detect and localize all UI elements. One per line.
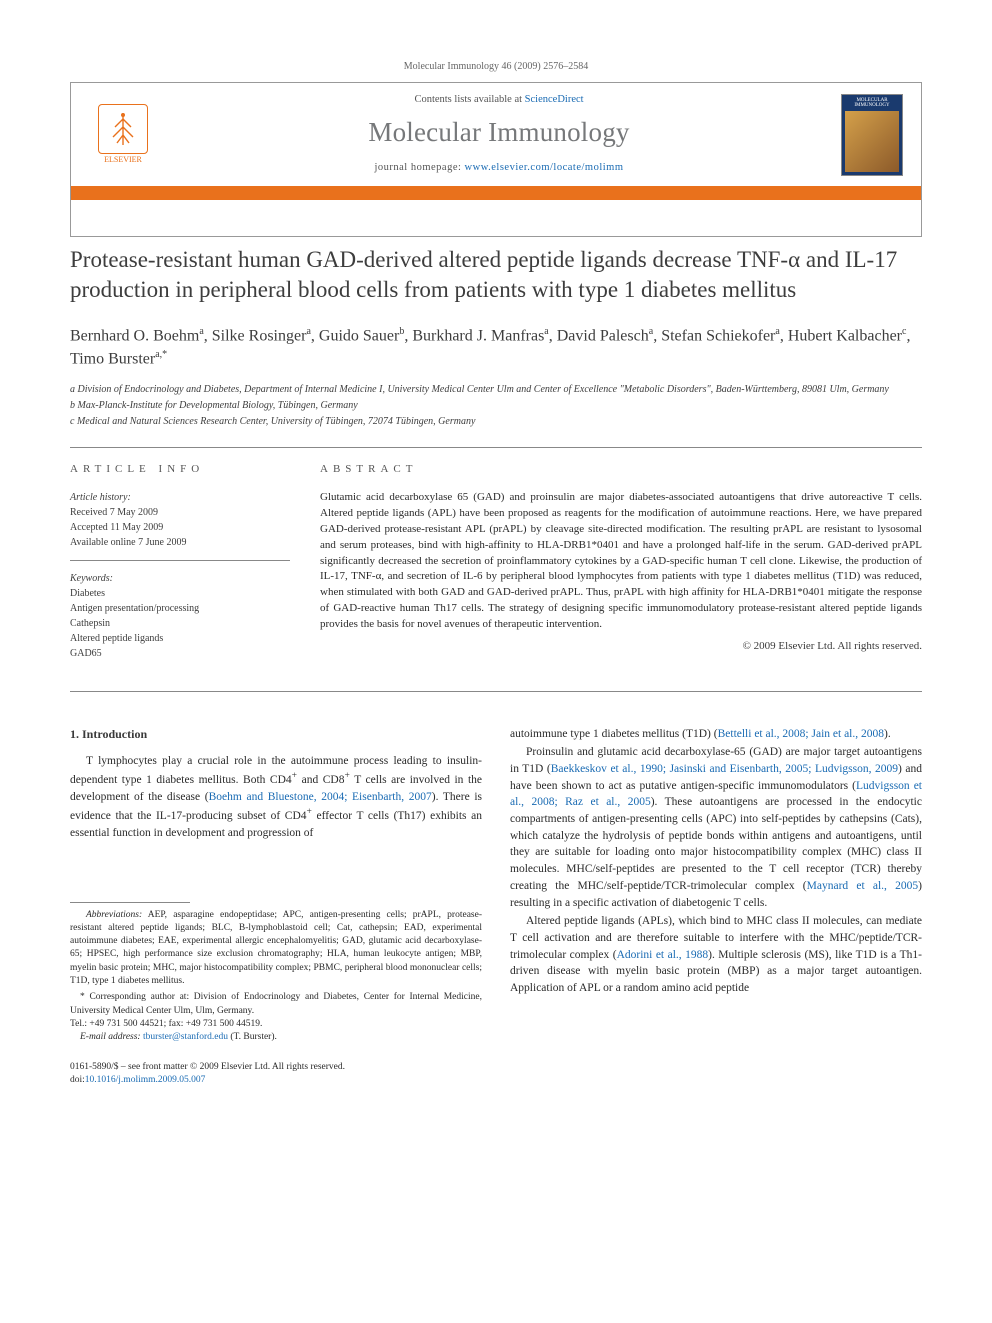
email-link[interactable]: tburster@stanford.edu [143, 1032, 228, 1042]
citation-link[interactable]: Bettelli et al., 2008; Jain et al., 2008 [718, 728, 884, 740]
abstract-heading: ABSTRACT [320, 462, 922, 477]
keyword: Altered peptide ligands [70, 633, 163, 644]
email-label: E-mail address: [80, 1032, 143, 1042]
homepage-prefix: journal homepage: [374, 162, 464, 173]
affiliation-c: c Medical and Natural Sciences Research … [70, 414, 922, 429]
footnotes: Abbreviations: AEP, asparagine endopepti… [70, 909, 482, 1045]
cover-title: MOLECULAR IMMUNOLOGY [845, 98, 899, 109]
history-online: Available online 7 June 2009 [70, 537, 186, 548]
orange-accent-bar [71, 186, 921, 200]
keyword: Antigen presentation/processing [70, 603, 199, 614]
intro-para-1-cont: autoimmune type 1 diabetes mellitus (T1D… [510, 726, 922, 743]
keywords-label: Keywords: [70, 573, 113, 584]
elsevier-tree-icon [103, 109, 143, 149]
contents-line: Contents lists available at ScienceDirec… [157, 93, 841, 108]
journal-homepage: journal homepage: www.elsevier.com/locat… [157, 161, 841, 176]
intro-para-2: Proinsulin and glutamic acid decarboxyla… [510, 744, 922, 911]
homepage-link[interactable]: www.elsevier.com/locate/molimm [465, 162, 624, 173]
citation-link[interactable]: Adorini et al., 1988 [617, 949, 709, 961]
tel-fax: Tel.: +49 731 500 44521; fax: +49 731 50… [70, 1018, 482, 1031]
abbrev-label: Abbreviations: [86, 910, 142, 920]
affiliations: a Division of Endocrinology and Diabetes… [70, 382, 922, 429]
authors: Bernhard O. Boehma, Silke Rosingera, Gui… [70, 325, 922, 370]
journal-name: Molecular Immunology [157, 114, 841, 152]
left-column: 1. Introduction T lymphocytes play a cru… [70, 726, 482, 1045]
citation-link[interactable]: Maynard et al., 2005 [807, 880, 919, 892]
divider [70, 447, 922, 448]
history-label: Article history: [70, 492, 131, 503]
footnotes-divider [70, 902, 190, 903]
elsevier-logo: ELSEVIER [89, 96, 157, 174]
keyword: Diabetes [70, 588, 105, 599]
email-suffix: (T. Burster). [228, 1032, 277, 1042]
citation-link[interactable]: Boehm and Bluestone, 2004; Eisenbarth, 2… [209, 791, 432, 803]
section-heading-intro: 1. Introduction [70, 726, 482, 743]
journal-cover-thumbnail: MOLECULAR IMMUNOLOGY [841, 94, 903, 176]
intro-para-3: Altered peptide ligands (APLs), which bi… [510, 913, 922, 996]
citation-link[interactable]: Baekkeskov et al., 1990; Jasinski and Ei… [551, 763, 898, 775]
affiliation-a: a Division of Endocrinology and Diabetes… [70, 382, 922, 397]
doi-label: doi: [70, 1075, 85, 1085]
abstract-copyright: © 2009 Elsevier Ltd. All rights reserved… [320, 639, 922, 654]
sciencedirect-link[interactable]: ScienceDirect [525, 94, 584, 105]
journal-ref: Molecular Immunology 46 (2009) 2576–2584 [70, 60, 922, 74]
article-info-heading: ARTICLE INFO [70, 462, 290, 477]
abstract: ABSTRACT Glutamic acid decarboxylase 65 … [320, 462, 922, 680]
history-accepted: Accepted 11 May 2009 [70, 522, 163, 533]
affiliation-b: b Max-Planck-Institute for Developmental… [70, 398, 922, 413]
front-matter: 0161-5890/$ – see front matter © 2009 El… [70, 1062, 345, 1072]
contents-prefix: Contents lists available at [414, 94, 524, 105]
doi-link[interactable]: 10.1016/j.molimm.2009.05.007 [85, 1075, 206, 1085]
page-footer: 0161-5890/$ – see front matter © 2009 El… [70, 1061, 922, 1088]
article-info: ARTICLE INFO Article history: Received 7… [70, 462, 290, 680]
article-title: Protease-resistant human GAD-derived alt… [70, 245, 922, 305]
abbrev-text: AEP, asparagine endopeptidase; APC, anti… [70, 910, 482, 986]
keyword: Cathepsin [70, 618, 110, 629]
intro-para-1: T lymphocytes play a crucial role in the… [70, 753, 482, 842]
history-received: Received 7 May 2009 [70, 507, 158, 518]
abstract-text: Glutamic acid decarboxylase 65 (GAD) and… [320, 490, 922, 633]
divider [70, 691, 922, 692]
corresponding-author: * Corresponding author at: Division of E… [70, 991, 482, 1018]
right-column: autoimmune type 1 diabetes mellitus (T1D… [510, 726, 922, 1045]
keyword: GAD65 [70, 648, 102, 659]
journal-header-box: ELSEVIER Contents lists available at Sci… [70, 82, 922, 237]
elsevier-label: ELSEVIER [104, 154, 142, 165]
